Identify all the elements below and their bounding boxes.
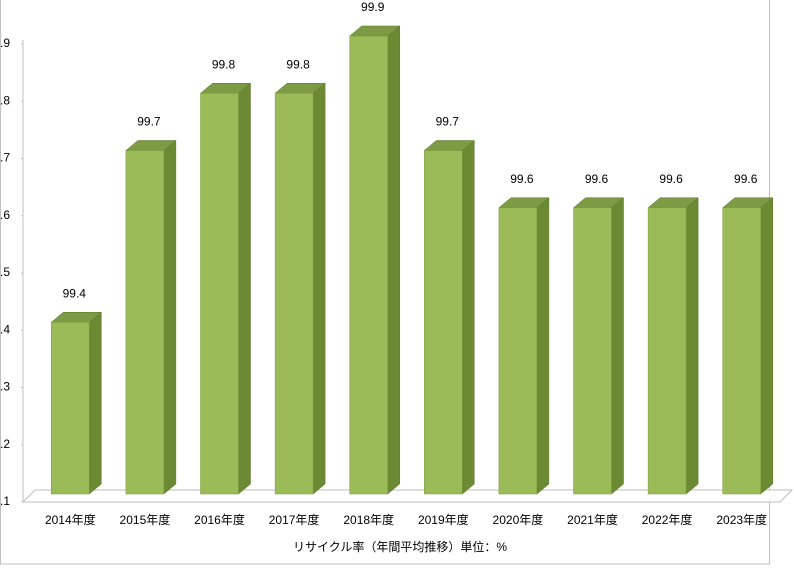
bar-front <box>722 207 761 495</box>
x-tick-label: 2015年度 <box>120 512 171 527</box>
bar-side <box>685 197 699 495</box>
value-label: 99.6 <box>510 172 534 186</box>
x-tick-label: 2019年度 <box>418 512 469 527</box>
value-label: 99.6 <box>659 172 683 186</box>
bar-front <box>349 35 388 495</box>
bar-side <box>238 82 251 495</box>
y-tick-label: .4 <box>0 322 10 336</box>
y-tick-label: .8 <box>0 93 10 107</box>
bar-side <box>163 139 177 495</box>
bar-side <box>387 25 400 495</box>
bar-front <box>498 207 538 495</box>
bar <box>199 82 252 495</box>
bar-front <box>125 150 165 495</box>
bar-front <box>424 150 463 495</box>
bar <box>50 311 102 495</box>
y-tick-label: .3 <box>0 380 10 394</box>
bar <box>498 197 550 495</box>
y-tick-label: .2 <box>0 437 10 451</box>
bar-front <box>274 93 314 495</box>
value-label: 99.7 <box>137 115 161 129</box>
x-tick-label: 2023年度 <box>716 512 767 527</box>
bar-front <box>51 322 90 495</box>
bar <box>572 197 625 495</box>
bar-side <box>89 311 102 495</box>
y-tick-label: .1 <box>0 494 10 508</box>
bar-side <box>312 82 326 495</box>
value-label: 99.8 <box>286 57 310 71</box>
bar-front <box>647 207 687 495</box>
y-tick-label: .9 <box>0 36 10 50</box>
bar <box>274 82 326 495</box>
value-label: 99.9 <box>361 0 385 14</box>
bar <box>423 139 475 495</box>
bar-side <box>536 197 550 495</box>
y-tick-label: .7 <box>0 151 10 165</box>
bar <box>722 197 774 495</box>
bar <box>647 197 699 495</box>
bar-side <box>611 197 624 495</box>
x-tick-label: 2014年度 <box>45 512 96 527</box>
value-label: 99.7 <box>436 115 460 129</box>
y-tick-label: .6 <box>0 208 10 222</box>
value-label: 99.6 <box>734 172 758 186</box>
x-tick-label: 2018年度 <box>343 512 394 527</box>
x-tick-label: 2020年度 <box>493 512 544 527</box>
x-axis-title: リサイクル率（年間平均推移）単位：% <box>293 539 507 554</box>
bar-side <box>760 197 773 495</box>
value-label: 99.6 <box>585 172 609 186</box>
y-tick-label: .5 <box>0 265 10 279</box>
bar-side <box>462 139 475 495</box>
x-tick-label: 2017年度 <box>269 512 320 527</box>
bar <box>125 139 177 495</box>
bar <box>349 25 401 495</box>
value-label: 99.4 <box>63 286 87 300</box>
x-tick-label: 2021年度 <box>567 512 618 527</box>
bar-front <box>573 207 612 495</box>
x-tick-label: 2016年度 <box>194 512 245 527</box>
bar-front <box>200 93 239 495</box>
x-tick-label: 2022年度 <box>642 512 693 527</box>
value-label: 99.8 <box>212 57 236 71</box>
